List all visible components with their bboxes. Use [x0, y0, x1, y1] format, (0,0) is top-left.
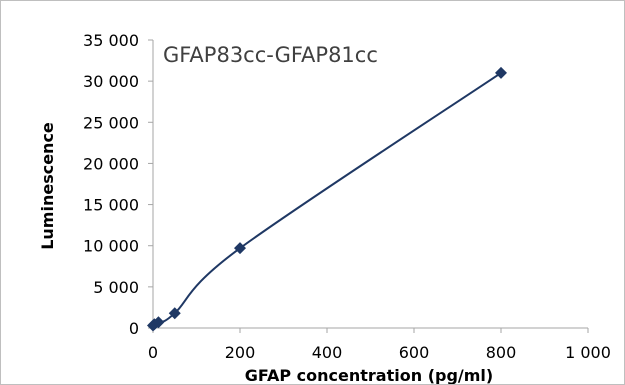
x-tick-label: 600 — [399, 343, 430, 362]
y-axis-label: Luminescence — [38, 122, 57, 250]
x-tick-label: 200 — [225, 343, 256, 362]
x-axis-label: GFAP concentration (pg/ml) — [245, 366, 493, 384]
y-tick-label: 25 000 — [83, 113, 139, 132]
data-point — [152, 316, 165, 329]
x-tick-label: 400 — [312, 343, 343, 362]
data-point — [168, 307, 181, 320]
axes — [152, 40, 588, 329]
y-tick-label: 20 000 — [83, 154, 139, 173]
y-tick-label: 10 000 — [83, 237, 139, 256]
series — [147, 66, 507, 332]
x-tick-label: 0 — [148, 343, 158, 362]
x-tick-label: 1 000 — [565, 343, 611, 362]
series-line — [152, 72, 502, 327]
y-tick-label: 30 000 — [83, 72, 139, 91]
data-point — [495, 66, 507, 79]
x-tick-label: 800 — [486, 343, 517, 362]
y-tick-label: 0 — [129, 319, 139, 338]
y-tick-label: 5 000 — [93, 278, 139, 297]
data-point — [234, 242, 246, 255]
chart-title: GFAP83cc-GFAP81cc — [163, 43, 378, 67]
y-tick-label: 15 000 — [83, 196, 139, 215]
y-ticks: 0 5 000 10 000 15 000 20 000 25 000 30 000 35 0… — [83, 31, 153, 338]
x-ticks: 0 200 400 600 800 1 000 — [148, 328, 611, 362]
y-tick-label: 35 000 — [83, 31, 139, 50]
